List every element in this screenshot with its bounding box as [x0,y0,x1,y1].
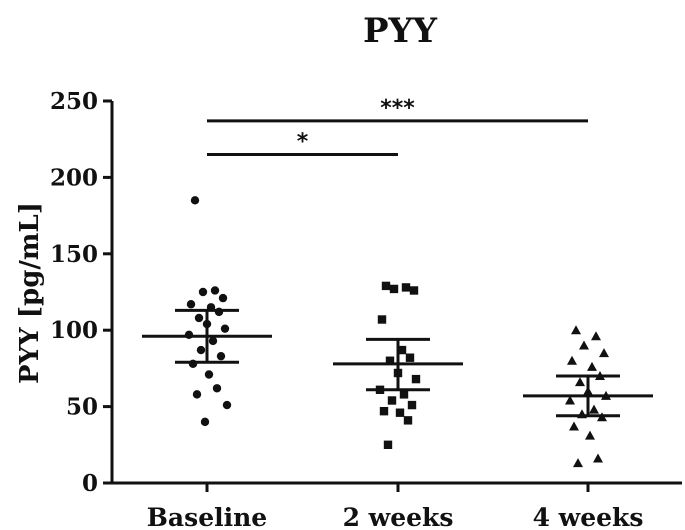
data-point [204,370,214,379]
data-point [411,374,421,384]
data-point [401,283,411,292]
data-point [587,361,597,371]
data-point [387,396,397,405]
data-point [397,345,407,355]
data-point [196,345,206,355]
data-point [200,417,210,427]
y-tick-label: 200 [50,164,98,191]
data-point [403,416,413,425]
data-point [399,390,409,399]
data-point [192,390,202,399]
data-point [198,287,208,297]
data-point [599,348,609,358]
data-point [218,293,228,303]
data-point [194,313,204,323]
data-point [216,351,226,361]
data-point [565,395,575,405]
data-point [212,384,222,393]
data-point [571,325,581,335]
data-point [585,430,595,440]
data-point [593,453,603,463]
significance-brackets: **** [207,96,588,156]
data-point [383,440,393,449]
data-points [184,196,611,468]
significance-label: * [297,129,309,154]
data-point [405,353,415,362]
data-point [579,340,589,350]
data-point [569,421,579,431]
data-point [573,458,583,468]
data-point [379,406,389,416]
data-point [575,377,585,387]
data-point [222,400,232,410]
data-point [220,324,230,333]
data-point [186,300,196,309]
data-point [589,404,599,414]
data-point [385,356,395,365]
significance-label: *** [380,96,415,121]
data-point [210,286,220,295]
y-tick-label: 50 [66,394,98,421]
data-point [409,286,419,295]
error-bars [142,308,653,418]
x-tick-label: 2 weeks [343,503,454,530]
data-point [567,355,577,365]
chart-title: PYY [363,11,438,51]
data-point [190,196,200,205]
axes: 0 50 100 150 200 250 Baseline 2 weeks 4 weeks [50,88,682,530]
y-tick-label: 100 [50,317,98,344]
data-point [208,336,218,346]
data-point [395,408,405,417]
y-axis-label: PYY [pg/mL] [15,202,45,384]
y-tick-label: 250 [50,88,98,115]
data-point [381,281,391,291]
y-tick-label: 150 [50,241,98,268]
data-point [407,400,417,410]
x-tick-label: Baseline [147,503,267,530]
data-point [389,284,399,294]
x-tick-label: 4 weeks [533,503,644,530]
y-tick-label: 0 [82,470,98,497]
data-point [377,315,387,324]
data-point [591,331,601,341]
